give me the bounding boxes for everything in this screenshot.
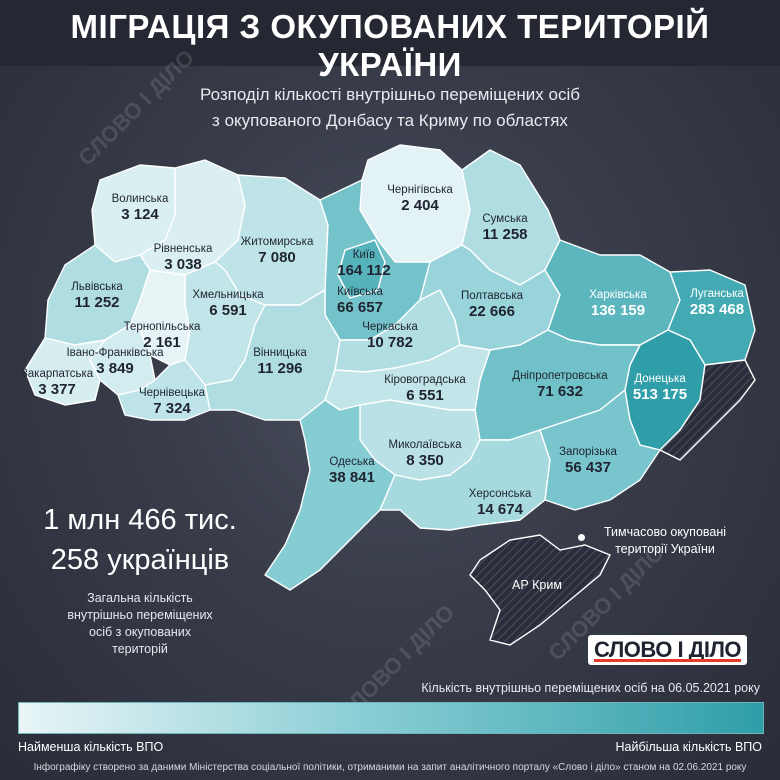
region-value-label: 11 252 <box>74 294 119 311</box>
region-value-label: 513 175 <box>633 386 687 403</box>
total-desc-line-1: Загальна кількість <box>87 591 193 605</box>
region-name-label: Чернівецька <box>139 387 206 399</box>
region-value-label: 164 112 <box>337 262 390 279</box>
total-desc-line-4: територій <box>112 642 168 656</box>
legend-title: Кількість внутрішньо переміщених осіб на… <box>421 681 760 695</box>
region-value-label: 3 124 <box>121 206 159 223</box>
region-name-label: Закарпатська <box>21 368 94 380</box>
region-shape <box>264 399 396 591</box>
total-desc-line-2: внутрішньо переміщених <box>67 608 213 622</box>
brand-logo: СЛОВО І ДІЛО <box>588 635 748 665</box>
region-name-label: Полтавська <box>461 290 524 302</box>
region-name-label: Луганська <box>690 288 744 300</box>
region-value-label: 2 404 <box>401 197 439 214</box>
logo-accent-bar <box>594 659 742 662</box>
region-value-label: 71 632 <box>537 383 583 400</box>
region-value-label: 7 080 <box>258 249 296 266</box>
region-name-label: Хмельницька <box>192 289 264 301</box>
region-value-label: 14 674 <box>477 501 524 518</box>
region-name-label: Волинська <box>112 193 169 205</box>
occupied-legend-label: Тимчасово окуповані території України <box>590 524 740 558</box>
legend-gradient-bar <box>18 702 764 734</box>
title-bar <box>0 0 780 66</box>
region-value-label: 56 437 <box>565 459 611 476</box>
legend-min-label: Найменша кількість ВПО <box>18 740 164 754</box>
region-name-label: Львівська <box>71 281 123 293</box>
region-value-label: 2 161 <box>143 334 181 351</box>
occupied-donbas <box>658 359 756 461</box>
region-value-label: 66 657 <box>337 299 383 316</box>
region-name-label: Чернігівська <box>387 184 453 196</box>
region-name-label: Одеська <box>329 456 375 468</box>
total-desc-line-3: осіб з окупованих <box>89 625 191 639</box>
subtitle-line-1: Розподіл кількості внутрішньо переміщени… <box>200 85 580 104</box>
region-name-label: Київ <box>353 249 375 261</box>
region-shape <box>204 289 341 421</box>
region-name-label: Дніпропетровська <box>512 370 608 382</box>
subtitle-line-2: з окупованого Донбасу та Криму по област… <box>212 111 568 130</box>
region-name-label: Черкаська <box>362 321 418 333</box>
region-value-label: 6 591 <box>209 302 247 319</box>
subtitle: Розподіл кількості внутрішньо переміщени… <box>100 82 680 134</box>
total-description: Загальна кількість внутрішньо переміщени… <box>40 590 240 658</box>
region-name-label: Івано-Франківська <box>66 347 164 359</box>
region-name-label: Вінницька <box>253 347 307 359</box>
page-title: МІГРАЦІЯ З ОКУПОВАНИХ ТЕРИТОРІЙ УКРАЇНИ <box>70 8 710 83</box>
region-name-label: Житомирська <box>241 236 314 248</box>
crimea-label: АР Крим <box>512 578 562 592</box>
legend-max-label: Найбільша кількість ВПО <box>615 740 762 754</box>
occupied-marker <box>578 534 585 541</box>
region-value-label: 283 468 <box>690 301 744 318</box>
region-name-label: Миколаївська <box>388 439 462 451</box>
logo-text: СЛОВО І ДІЛО <box>594 637 742 662</box>
region-value-label: 10 782 <box>367 334 413 351</box>
region-value-label: 8 350 <box>406 452 444 469</box>
region-name-label: Донецька <box>634 373 686 385</box>
total-line-1: 1 млн 466 тис. <box>43 504 237 536</box>
region-value-label: 6 551 <box>406 387 444 404</box>
region-name-label: Харківська <box>589 289 647 301</box>
region-shape <box>24 337 106 406</box>
region-value-label: 3 849 <box>96 360 134 377</box>
region-value-label: 7 324 <box>153 400 191 417</box>
region-value-label: 3 377 <box>38 381 76 398</box>
region-name-label: Херсонська <box>469 488 532 500</box>
region-value-label: 3 038 <box>164 256 202 273</box>
region-name-label: Рівненська <box>154 243 213 255</box>
region-name-label: Тернопільська <box>124 321 201 333</box>
total-line-2: 258 українців <box>50 544 230 576</box>
occupied-crimea <box>469 534 611 646</box>
region-value-label: 38 841 <box>329 469 375 486</box>
region-value-label: 11 296 <box>257 360 302 377</box>
source-footer: Інфографіку створено за даними Міністерс… <box>33 762 747 773</box>
region-name-label: Кіровоградська <box>384 374 466 386</box>
region-value-label: 22 666 <box>469 303 515 320</box>
region-name-label: Сумська <box>482 213 528 225</box>
occupied-label-line-1: Тимчасово окуповані <box>603 525 727 539</box>
region-value-label: 136 159 <box>591 302 645 319</box>
occupied-label-line-2: території України <box>615 542 715 556</box>
region-name-label: Запорізька <box>559 446 617 458</box>
total-count: 1 млн 466 тис. 258 українців <box>30 500 250 580</box>
region-name-label: Київська <box>337 286 383 298</box>
region-value-label: 11 258 <box>482 226 527 243</box>
